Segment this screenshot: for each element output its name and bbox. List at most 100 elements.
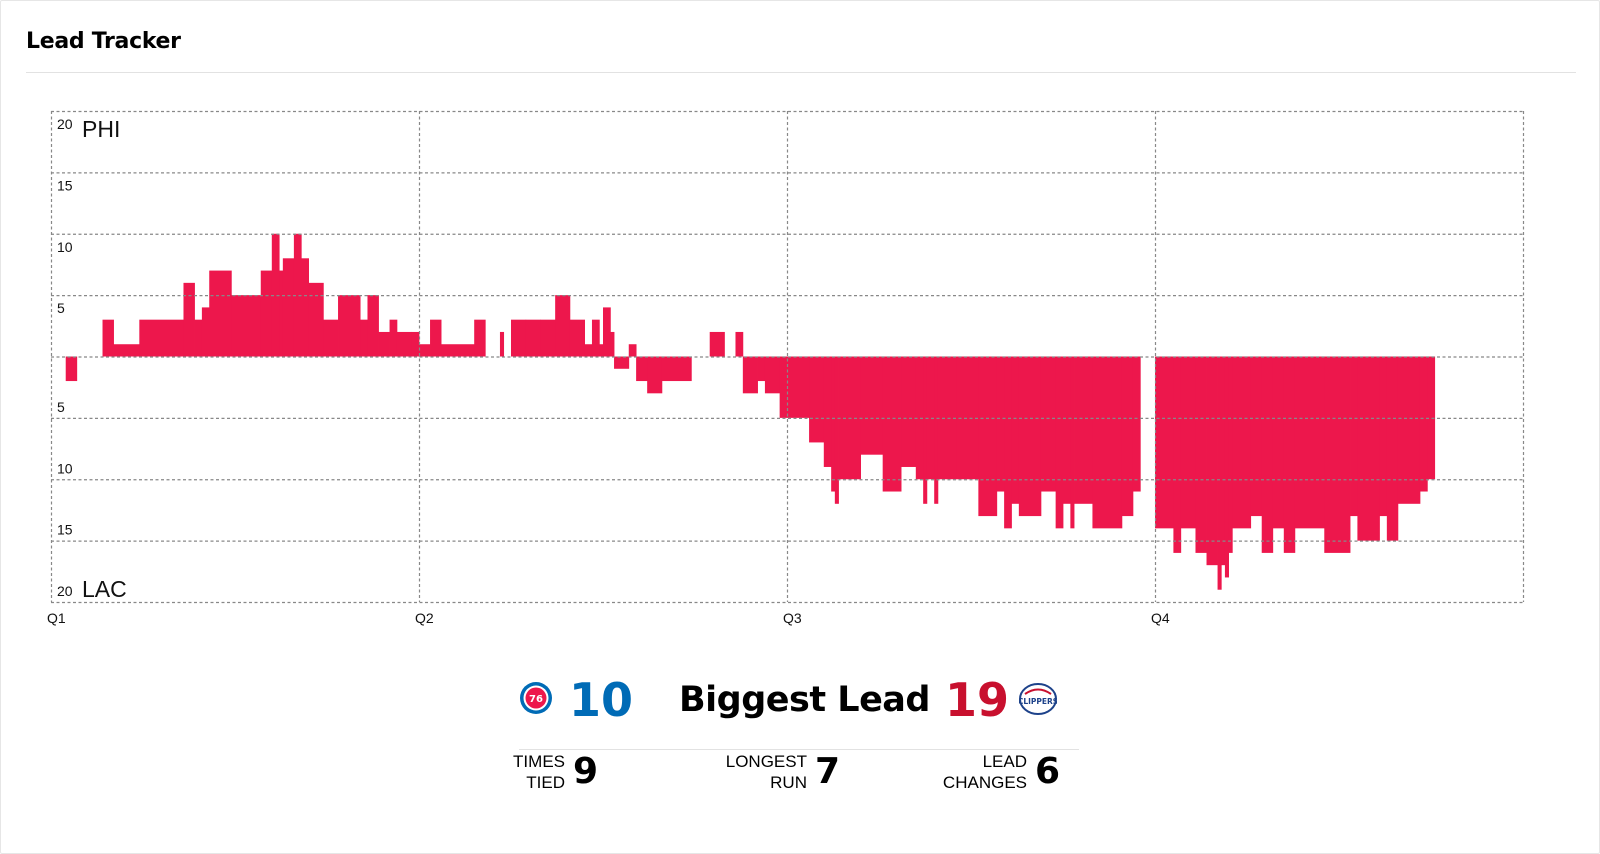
longest-run-label: LONGEST RUN (725, 752, 807, 792)
lead-bar (901, 356, 917, 467)
lead-bar (1004, 356, 1012, 529)
lead-bar (1261, 356, 1274, 553)
lead-bar (1427, 356, 1436, 480)
lead-bar (1379, 356, 1388, 517)
lead-bar (323, 319, 339, 357)
lead-bar (1195, 356, 1207, 553)
stats-divider (519, 749, 1079, 750)
y-tick-label: 20 (57, 116, 73, 132)
lead-bar (661, 356, 692, 382)
lead-bar (996, 356, 1005, 492)
lead-bar (569, 319, 585, 357)
lead-bar (735, 331, 744, 357)
lead-bar (860, 356, 884, 455)
lead-bar (1221, 356, 1226, 566)
times-tied-label: TIMES TIED (513, 752, 565, 792)
lead-bar (915, 356, 924, 480)
lead-bar (139, 319, 184, 357)
lead-bar (525, 319, 541, 357)
lead-bar (1173, 356, 1182, 553)
lead-changes-label: LEAD CHANGES (942, 752, 1027, 792)
lead-bar (1132, 356, 1141, 492)
lead-bar (102, 319, 114, 357)
lead-bar (1397, 356, 1421, 504)
title-divider (26, 72, 1576, 73)
lead-bar (831, 356, 836, 492)
lead-bar (823, 356, 832, 467)
chart-grid (50, 110, 1525, 604)
lead-bar (389, 319, 398, 357)
lead-bar (282, 258, 295, 357)
lead-bar (231, 295, 262, 357)
lead-bar (511, 319, 527, 357)
game-stats: 76 10 Biggest Lead 19 CLIPPERS TIMES TIE… (513, 671, 1079, 831)
x-tick-label: Q1 (47, 610, 66, 626)
lead-bar (209, 270, 232, 357)
x-tick-label: Q3 (783, 610, 802, 626)
lead-bar (956, 356, 979, 480)
lead-bar (742, 356, 758, 394)
lead-bar (113, 344, 140, 357)
lead-bar (603, 307, 611, 357)
lead-bar (1386, 356, 1399, 541)
lead-bar (926, 356, 935, 480)
lead-bar (709, 331, 725, 357)
lead-bar (937, 356, 957, 480)
lead-bar (499, 331, 505, 357)
lead-bar (614, 356, 630, 369)
76ers-logo-icon: 76 (520, 682, 552, 714)
lead-bar (1232, 356, 1252, 529)
lead-bar (1224, 356, 1229, 578)
x-tick-label: Q4 (1151, 610, 1170, 626)
lead-bar (584, 344, 593, 357)
lead-bar (636, 356, 648, 382)
y-tick-label: 10 (57, 460, 73, 476)
lead-bar (1324, 356, 1351, 553)
lead-bar (338, 295, 361, 357)
lead-bar (834, 356, 839, 504)
lead-bar (1070, 356, 1075, 529)
lead-bar (1217, 356, 1222, 590)
phi-biggest-lead: 10 (569, 673, 634, 727)
lead-bar (555, 295, 571, 357)
lead-bar (540, 319, 556, 357)
lead-bar (301, 258, 309, 357)
lead-bar (194, 319, 203, 357)
lead-bar (441, 344, 475, 357)
lead-bar (1250, 356, 1263, 517)
lead-changes-value: 6 (1035, 751, 1061, 792)
lead-bar (1074, 356, 1093, 504)
lead-bar (367, 295, 379, 357)
lead-bar (882, 356, 902, 492)
lead-bar (1011, 356, 1020, 504)
lead-bar (1206, 356, 1218, 566)
lead-bar (1294, 356, 1325, 529)
x-tick-label: Q2 (415, 610, 434, 626)
lead-bar (378, 331, 390, 357)
lead-bar (183, 282, 195, 357)
lead-bar (271, 233, 280, 357)
lead-bar (978, 356, 998, 517)
lac-biggest-lead: 19 (945, 673, 1010, 727)
clippers-logo-icon: CLIPPERS (1019, 683, 1057, 715)
lead-bar (764, 356, 781, 394)
lead-bar (474, 319, 486, 357)
lead-bar (1040, 356, 1057, 492)
lead-bar (1272, 356, 1285, 529)
lead-bar (1228, 356, 1233, 553)
lead-bar (1063, 356, 1071, 504)
lead-bar (360, 319, 368, 357)
lead-bar (1092, 356, 1123, 529)
svg-text:76: 76 (529, 694, 543, 705)
lead-bar (591, 319, 600, 357)
lead-bar (65, 356, 78, 382)
times-tied-value: 9 (573, 751, 599, 792)
y-tick-label: 15 (57, 177, 73, 193)
lead-bar (1283, 356, 1296, 553)
longest-run-value: 7 (815, 751, 841, 792)
lead-tracker-chart: 20 15 10 5 5 10 15 20 PHI LAC Q1 Q2 Q3 Q4 (47, 110, 1525, 626)
lead-bar (757, 356, 766, 382)
lead-bar (411, 331, 420, 357)
lead-bar (809, 356, 825, 443)
biggest-lead-label: Biggest Lead (679, 680, 930, 720)
